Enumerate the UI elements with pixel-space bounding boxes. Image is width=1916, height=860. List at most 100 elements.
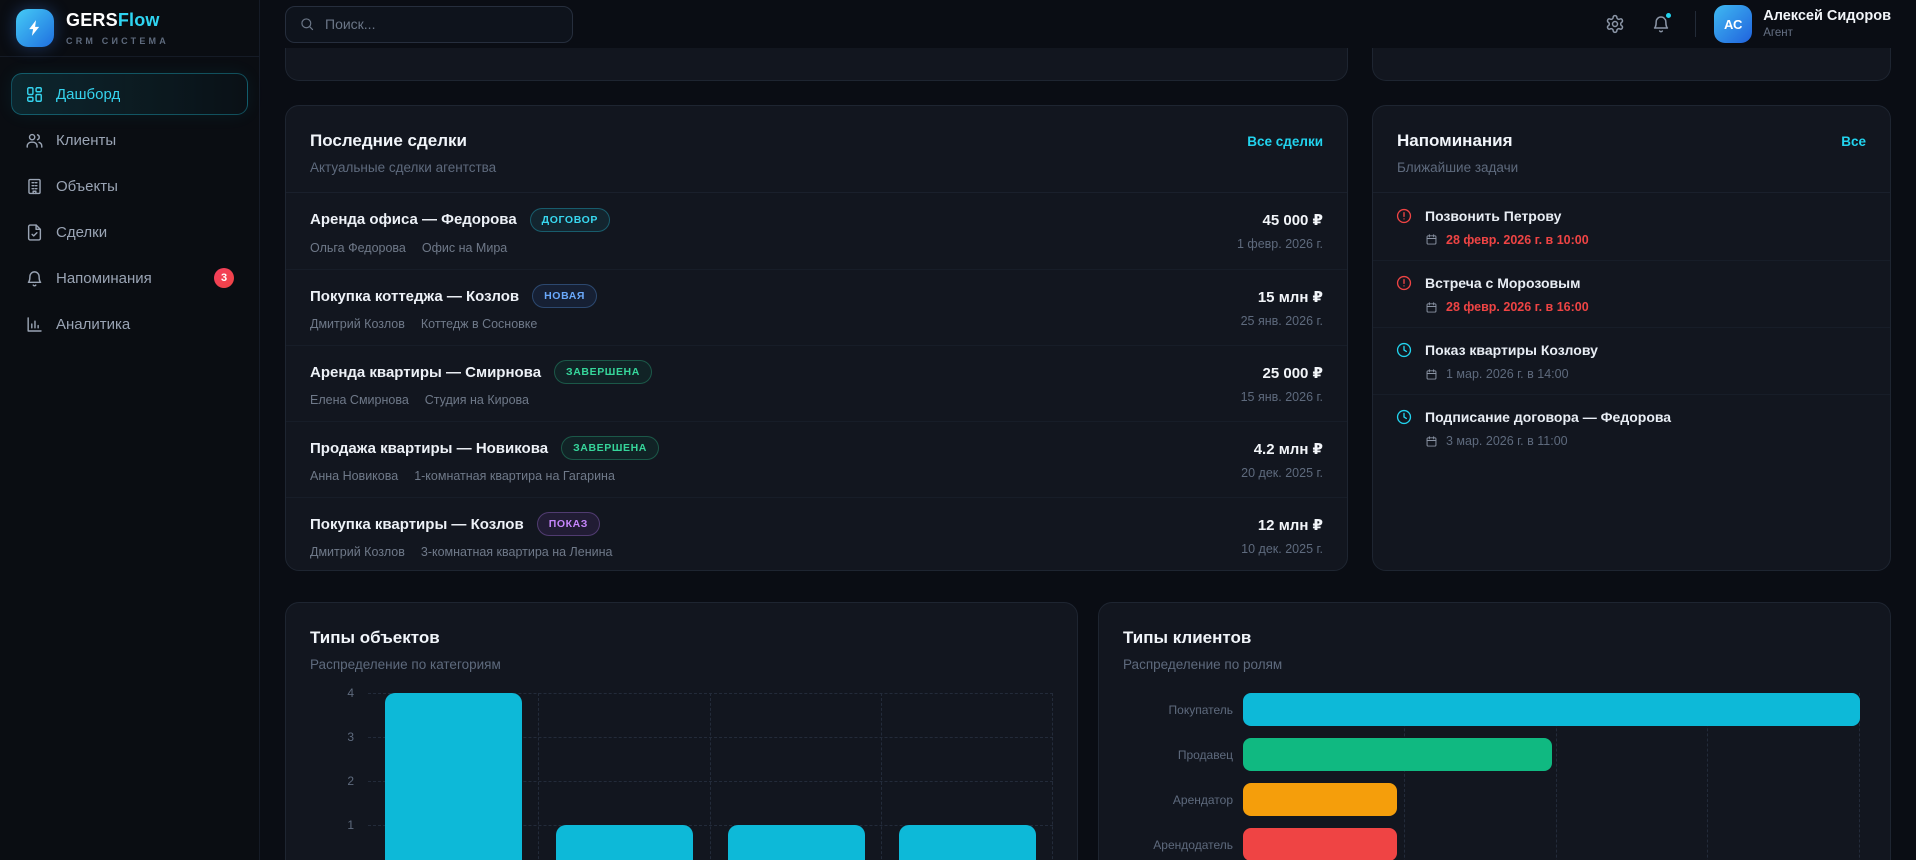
reminder-item[interactable]: Подписание договора — Федорова 3 мар. 20… xyxy=(1373,394,1890,461)
sidebar-item-label: Аналитика xyxy=(56,315,131,333)
deal-object: 1-комнатная квартира на Гагарина xyxy=(414,469,615,483)
content: Последние сделки Актуальные сделки агент… xyxy=(260,48,1916,860)
reminder-item[interactable]: Встреча с Морозовым 28 февр. 2026 г. в 1… xyxy=(1373,260,1890,327)
deals-card-header: Последние сделки Актуальные сделки агент… xyxy=(286,106,1347,193)
topbar: АС Алексей Сидоров Агент xyxy=(260,0,1916,48)
reminder-datetime-row: 28 февр. 2026 г. в 16:00 xyxy=(1425,300,1868,314)
sidebar-item-icon xyxy=(25,85,44,104)
deal-row[interactable]: Продажа квартиры — Новикова ЗАВЕРШЕНА Ан… xyxy=(286,421,1347,497)
deal-title: Покупка квартиры — Козлов xyxy=(310,515,524,533)
bar xyxy=(1243,693,1860,726)
deal-date: 20 дек. 2025 г. xyxy=(1241,465,1323,480)
sidebar-item-label: Напоминания xyxy=(56,269,152,287)
category-label: Покупатель xyxy=(1168,702,1233,717)
sidebar-item-сделки[interactable]: Сделки xyxy=(11,211,248,253)
y-tick-label: 1 xyxy=(347,818,354,832)
deal-object: Студия на Кирова xyxy=(424,393,529,407)
bar-track xyxy=(1243,828,1860,860)
reminder-title: Встреча с Морозовым xyxy=(1425,275,1581,291)
calendar-icon xyxy=(1425,435,1438,448)
deals-card: Последние сделки Актуальные сделки агент… xyxy=(285,105,1348,571)
gridline-v xyxy=(1403,693,1405,860)
deal-row[interactable]: Аренда офиса — Федорова ДОГОВОР Ольга Фе… xyxy=(286,193,1347,269)
deal-title: Продажа квартиры — Новикова xyxy=(310,439,549,457)
object-types-chart: 1 2 3 4 xyxy=(310,686,1053,860)
row-main: Последние сделки Актуальные сделки агент… xyxy=(285,105,1891,571)
gridline-h xyxy=(368,693,1053,694)
gridline-v xyxy=(1555,693,1557,860)
user-info: Алексей Сидоров Агент xyxy=(1763,7,1891,40)
reminder-title: Подписание договора — Федорова xyxy=(1425,409,1672,425)
reminder-status-icon xyxy=(1395,207,1413,225)
all-deals-link[interactable]: Все сделки xyxy=(1247,134,1323,149)
reminder-status-icon xyxy=(1395,408,1413,426)
y-tick-label: 3 xyxy=(347,730,354,744)
sidebar-item-label: Сделки xyxy=(56,223,108,241)
sidebar-item-дашборд[interactable]: Дашборд xyxy=(11,73,248,115)
deal-value: 45 000 ₽ 1 февр. 2026 г. xyxy=(1237,211,1323,251)
deal-row[interactable]: Покупка коттеджа — Козлов НОВАЯ Дмитрий … xyxy=(286,269,1347,345)
deal-status-badge: ЗАВЕРШЕНА xyxy=(554,360,652,384)
hbar-row: Арендатор xyxy=(1123,783,1866,816)
client-types-chart-subtitle: Распределение по ролям xyxy=(1123,657,1283,672)
search-box[interactable] xyxy=(285,5,573,43)
brand: GERSFlow CRM СИСТЕМА xyxy=(0,0,259,57)
bar xyxy=(385,693,523,860)
user-name: Алексей Сидоров xyxy=(1763,7,1891,24)
client-types-chart-card: Типы клиентов Распределение по ролям Пок… xyxy=(1098,602,1891,860)
deal-row[interactable]: Аренда квартиры — Смирнова ЗАВЕРШЕНА Еле… xyxy=(286,345,1347,421)
reminder-status-icon xyxy=(1395,274,1413,292)
deal-info: Аренда офиса — Федорова ДОГОВОР Ольга Фе… xyxy=(310,207,610,255)
brand-text: GERSFlow CRM СИСТЕМА xyxy=(66,11,169,46)
deals-card-title: Последние сделки xyxy=(310,131,468,150)
deal-client: Ольга Федорова xyxy=(310,240,406,255)
bar xyxy=(1243,828,1398,860)
sidebar-item-icon xyxy=(25,315,44,334)
deal-row[interactable]: Покупка квартиры — Козлов ПОКАЗ Дмитрий … xyxy=(286,497,1347,570)
user-menu[interactable]: АС Алексей Сидоров Агент xyxy=(1714,5,1891,43)
all-reminders-link[interactable]: Все xyxy=(1841,134,1866,149)
deal-info: Аренда квартиры — Смирнова ЗАВЕРШЕНА Еле… xyxy=(310,360,652,407)
deal-info: Продажа квартиры — Новикова ЗАВЕРШЕНА Ан… xyxy=(310,436,659,483)
sidebar-item-аналитика[interactable]: Аналитика xyxy=(11,303,248,345)
bell-icon xyxy=(1651,14,1671,34)
sidebar-item-icon xyxy=(25,131,44,150)
sidebar-item-icon xyxy=(25,177,44,196)
sidebar-item-label: Объекты xyxy=(56,177,118,195)
gridline-h xyxy=(368,825,1053,826)
reminder-item[interactable]: Показ квартиры Козлову 1 мар. 2026 г. в … xyxy=(1373,327,1890,394)
sidebar-item-label: Дашборд xyxy=(56,85,121,103)
object-types-chart-card: Типы объектов Распределение по категория… xyxy=(285,602,1078,860)
deal-object: 3-комнатная квартира на Ленина xyxy=(420,545,613,559)
search-icon xyxy=(299,16,315,32)
deal-status-badge: ДОГОВОР xyxy=(529,207,610,232)
sidebar-nav: Дашборд Клиенты Объекты Сделки Напоминан… xyxy=(0,57,259,365)
deal-status-badge: ЗАВЕРШЕНА xyxy=(561,436,659,460)
reminder-title: Позвонить Петрову xyxy=(1425,207,1562,224)
search-input[interactable] xyxy=(325,16,559,32)
object-types-chart-subtitle: Распределение по категориям xyxy=(310,657,501,672)
reminder-status-icon xyxy=(1395,341,1413,359)
deal-status-badge: НОВАЯ xyxy=(532,284,598,308)
sidebar: GERSFlow CRM СИСТЕМА Дашборд Клиенты Объ… xyxy=(0,0,260,860)
deals-list: Аренда офиса — Федорова ДОГОВОР Ольга Фе… xyxy=(286,193,1347,570)
gridline-v xyxy=(709,693,711,860)
deal-date: 10 дек. 2025 г. xyxy=(1241,541,1323,556)
deal-value: 15 млн ₽ 25 янв. 2026 г. xyxy=(1241,288,1323,328)
reminders-card-header: Напоминания Ближайшие задачи Все xyxy=(1373,106,1890,193)
sidebar-item-напоминания[interactable]: Напоминания 3 xyxy=(11,257,248,299)
deal-date: 15 янв. 2026 г. xyxy=(1240,389,1323,404)
brand-tagline: CRM СИСТЕМА xyxy=(66,35,169,46)
sidebar-item-клиенты[interactable]: Клиенты xyxy=(11,119,248,161)
hbar-row: Продавец xyxy=(1123,738,1866,771)
user-role: Агент xyxy=(1763,27,1793,40)
reminder-item[interactable]: Позвонить Петрову 28 февр. 2026 г. в 10:… xyxy=(1373,193,1890,260)
client-types-chart: Покупатель Продавец Арендатор Арендодатель xyxy=(1123,693,1866,860)
notifications-button[interactable] xyxy=(1645,8,1677,40)
settings-button[interactable] xyxy=(1599,8,1631,40)
deal-value: 25 000 ₽ 15 янв. 2026 г. xyxy=(1241,364,1323,404)
sidebar-item-объекты[interactable]: Объекты xyxy=(11,165,248,207)
calendar-icon xyxy=(1425,301,1438,314)
bar-track xyxy=(1243,783,1860,816)
